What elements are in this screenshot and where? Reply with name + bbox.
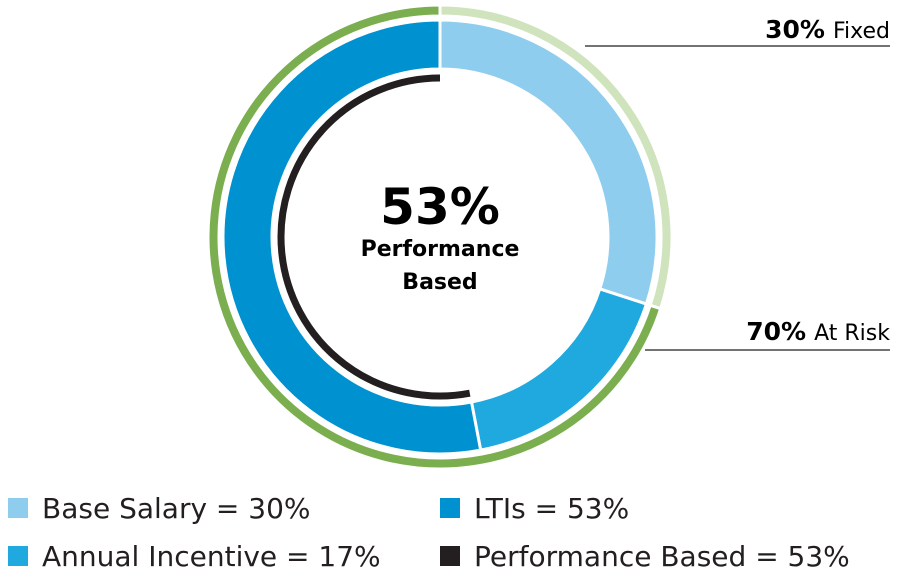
legend-label-performance-based: Performance Based = 53% bbox=[474, 539, 850, 573]
legend-label-ltis: LTIs = 53% bbox=[474, 491, 630, 525]
callout-at-risk-pct: 70% bbox=[746, 317, 806, 346]
performance-arc-group bbox=[277, 74, 471, 400]
legend-swatch-performance-based bbox=[440, 546, 460, 566]
legend: Base Salary = 30% LTIs = 53% Annual Ince… bbox=[8, 488, 900, 575]
inner-slice-ltis bbox=[221, 18, 483, 456]
callout-fixed-pct: 30% bbox=[765, 15, 825, 44]
legend-swatch-base-salary bbox=[8, 498, 28, 518]
legend-item-performance-based: Performance Based = 53% bbox=[440, 536, 850, 576]
outer-slice-at-risk bbox=[206, 3, 663, 471]
callout-at-risk-label: At Risk bbox=[814, 321, 890, 346]
donut-chart: 30% Fixed 70% At Risk 53% Performance Base… bbox=[206, 3, 890, 471]
legend-label-annual-incentive: Annual Incentive = 17% bbox=[42, 539, 381, 573]
legend-item-ltis: LTIs = 53% bbox=[440, 488, 629, 528]
legend-swatch-ltis bbox=[440, 498, 460, 518]
legend-item-base-salary: Base Salary = 30% bbox=[8, 488, 311, 528]
center-percentage: 53% bbox=[380, 178, 500, 236]
callout-fixed: 30% Fixed bbox=[765, 15, 890, 44]
inner-ring bbox=[221, 18, 659, 456]
center-label-line2: Based bbox=[402, 270, 477, 295]
legend-swatch-annual-incentive bbox=[8, 546, 28, 566]
center-label-line1: Performance bbox=[361, 237, 520, 262]
legend-item-annual-incentive: Annual Incentive = 17% bbox=[8, 536, 381, 576]
performance-based-arc bbox=[277, 74, 471, 400]
callout-fixed-label: Fixed bbox=[833, 19, 890, 44]
callout-at-risk: 70% At Risk bbox=[746, 317, 890, 346]
legend-label-base-salary: Base Salary = 30% bbox=[42, 491, 311, 525]
outer-ring bbox=[206, 3, 674, 471]
